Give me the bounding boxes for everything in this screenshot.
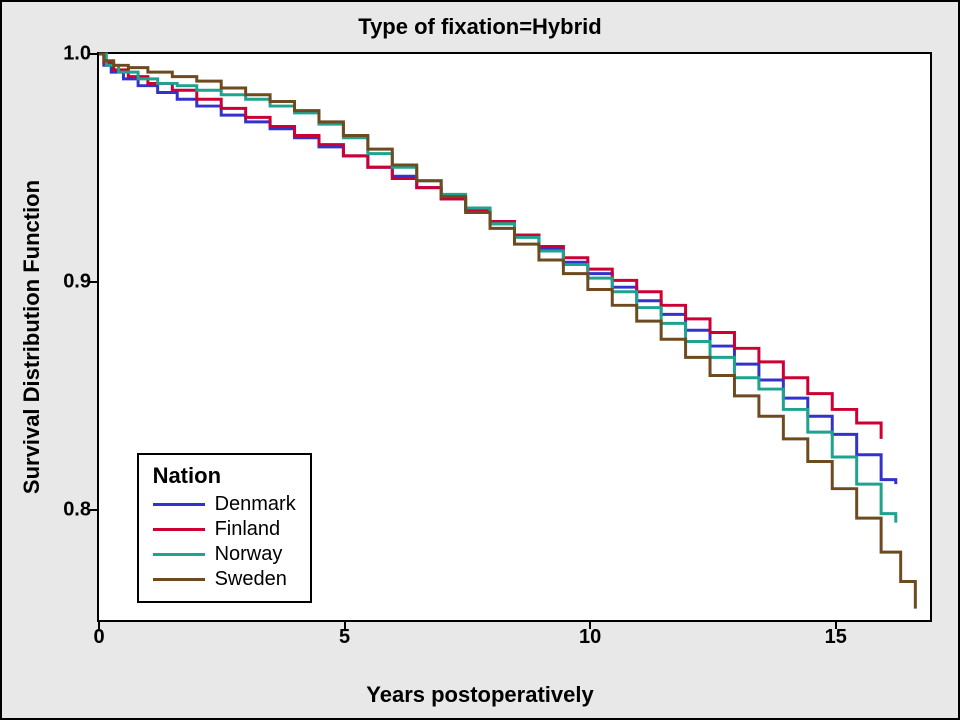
y-tick-label: 1.0 [63, 43, 91, 66]
x-tick-label: 0 [93, 626, 104, 649]
legend-title: Nation [153, 463, 296, 489]
y-tick-label: 0.9 [63, 271, 91, 294]
chart-title: Type of fixation=Hybrid [2, 14, 958, 40]
legend-item: Finland [153, 518, 296, 541]
legend-swatch [153, 578, 205, 581]
chart-container: Type of fixation=Hybrid Survival Distrib… [0, 0, 960, 720]
series-denmark [99, 54, 896, 484]
legend-swatch [153, 503, 205, 506]
y-tick-mark [90, 281, 99, 283]
legend-label: Finland [215, 518, 281, 541]
y-tick-mark [90, 509, 99, 511]
legend-swatch [153, 553, 205, 556]
x-axis-label: Years postoperatively [2, 682, 958, 708]
x-tick-label: 15 [825, 626, 847, 649]
plot-area: Nation DenmarkFinlandNorwaySweden 0.80.9… [97, 52, 932, 622]
legend-label: Sweden [215, 568, 287, 591]
legend-item: Norway [153, 543, 296, 566]
x-tick-label: 5 [339, 626, 350, 649]
x-tick-label: 10 [579, 626, 601, 649]
legend-box: Nation DenmarkFinlandNorwaySweden [137, 453, 312, 603]
legend-item: Denmark [153, 493, 296, 516]
legend-label: Denmark [215, 493, 296, 516]
y-axis-label: Survival Distribution Function [19, 180, 45, 494]
y-tick-label: 0.8 [63, 499, 91, 522]
y-tick-mark [90, 53, 99, 55]
legend-item: Sweden [153, 568, 296, 591]
legend-label: Norway [215, 543, 283, 566]
legend-swatch [153, 528, 205, 531]
